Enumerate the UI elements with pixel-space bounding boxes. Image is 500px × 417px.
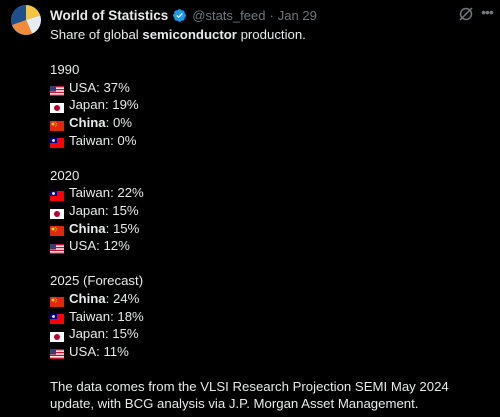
stat-row: USA: 12% (50, 237, 490, 255)
footer-text: The data comes from the VLSI Research Pr… (50, 378, 449, 412)
stat-row: Taiwan: 18% (50, 308, 490, 326)
stat-row: Japan: 15% (50, 325, 490, 343)
spacer (50, 44, 490, 62)
grok-icon[interactable] (458, 6, 474, 22)
stat-row: Taiwan: 22% (50, 184, 490, 202)
section-title: 2020 (50, 167, 80, 183)
usa-flag-icon (50, 346, 64, 360)
country-name: China (69, 290, 106, 306)
share-value: : 11% (96, 343, 129, 359)
japan-flag-icon (50, 329, 64, 342)
share-value: : 24% (105, 290, 140, 306)
stat-row: USA: 37% (50, 79, 490, 97)
share-value: : 0% (105, 114, 133, 130)
share-value: : 18% (110, 308, 144, 324)
sections: 1990 USA: 37% Japan: 19% China: 0% Taiwan: 0… (50, 44, 490, 361)
author-handle[interactable]: @stats_feed (192, 7, 266, 23)
china-flag-icon (50, 223, 64, 237)
share-value: : 15% (105, 220, 140, 236)
country-name: Japan (69, 326, 105, 342)
china-flag-icon (50, 118, 64, 131)
country-name: USA (69, 238, 97, 254)
usa-flag-icon (50, 241, 64, 254)
stat-row: Taiwan: 0% (50, 132, 490, 150)
country-name: China (69, 220, 106, 236)
stat-row: Japan: 15% (50, 202, 490, 220)
intro-suffix: production. (236, 27, 306, 42)
share-value: : 15% (104, 326, 139, 342)
country-name: China (69, 114, 106, 130)
share-value: : 12% (96, 238, 130, 254)
stat-row: China: 0% (50, 114, 490, 132)
spacer (50, 360, 490, 378)
intro-prefix: Share of global (50, 27, 143, 42)
avatar[interactable] (11, 5, 41, 35)
separator-dot: · (269, 7, 274, 23)
spacer (50, 149, 490, 167)
taiwan-flag-icon (50, 135, 64, 149)
more-dots-icon[interactable]: ••• (481, 4, 494, 20)
tweet-body: Share of global semiconductor production… (50, 26, 490, 413)
country-name: USA (69, 343, 97, 359)
tweet-date[interactable]: Jan 29 (277, 7, 317, 23)
country-name: Taiwan (69, 132, 111, 148)
country-name: Japan (69, 202, 105, 218)
author-name[interactable]: World of Statistics (50, 7, 169, 23)
intro-bold: semiconductor (142, 27, 237, 42)
stat-row: Japan: 19% (50, 96, 490, 114)
japan-flag-icon (50, 206, 64, 219)
spacer (50, 255, 490, 273)
stat-row: China: 24% (50, 290, 490, 308)
section-title: 1990 (50, 62, 80, 78)
taiwan-flag-icon (50, 311, 64, 325)
country-name: Taiwan (69, 185, 111, 201)
usa-flag-icon (50, 83, 64, 96)
share-value: : 15% (104, 202, 139, 218)
stat-row: USA: 11% (50, 343, 490, 361)
stat-row: China: 15% (50, 220, 490, 238)
country-name: Taiwan (69, 308, 111, 324)
intro-line: Share of global semiconductor production… (50, 26, 490, 44)
japan-flag-icon (50, 100, 64, 114)
verified-badge-icon (173, 8, 187, 22)
section-title: 2025 (Forecast) (50, 273, 144, 289)
country-name: Japan (69, 97, 105, 113)
tweet-header: World of Statistics @stats_feed · Jan 29 (50, 6, 317, 24)
china-flag-icon (50, 294, 64, 307)
share-value: : 22% (110, 185, 144, 201)
share-value: : 19% (104, 97, 139, 113)
share-value: : 37% (96, 79, 130, 95)
taiwan-flag-icon (50, 188, 64, 202)
pie-chart-avatar-icon (11, 5, 41, 35)
share-value: : 0% (110, 132, 137, 148)
country-name: USA (69, 79, 97, 95)
